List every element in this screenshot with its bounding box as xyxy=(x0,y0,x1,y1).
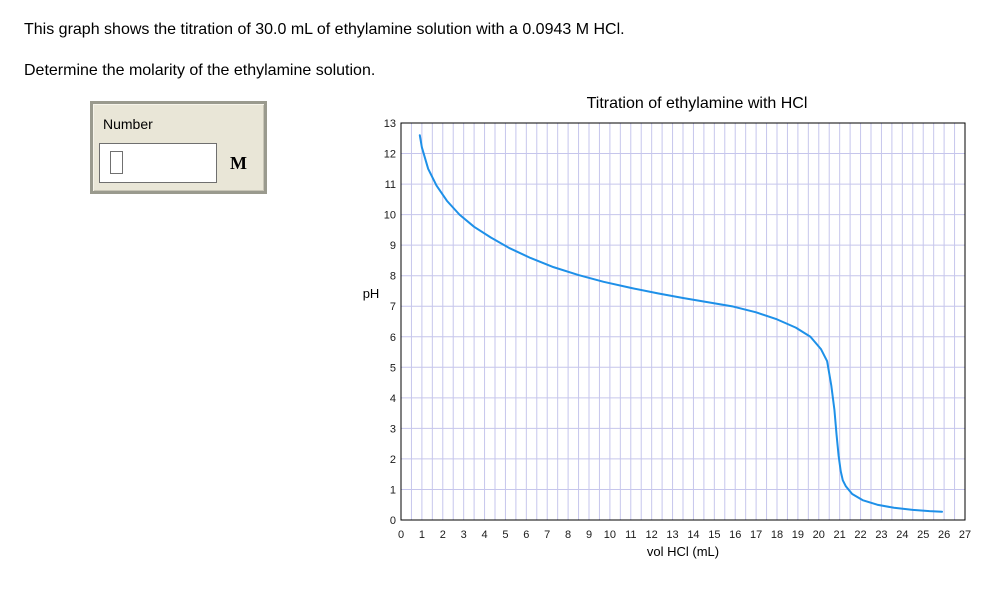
x-tick-label: 9 xyxy=(586,529,592,541)
x-tick-label: 1 xyxy=(419,529,425,541)
x-tick-label: 6 xyxy=(523,529,529,541)
y-tick-label: 12 xyxy=(384,149,396,161)
molarity-input[interactable] xyxy=(99,143,217,183)
y-tick-label: 9 xyxy=(390,240,396,252)
x-tick-label: 23 xyxy=(875,529,887,541)
plot-frame xyxy=(400,122,966,521)
question-text-line2: Determine the molarity of the ethylamine… xyxy=(24,62,376,79)
x-tick-label: 26 xyxy=(938,529,950,541)
y-tick-label: 3 xyxy=(390,423,396,435)
x-tick-label: 4 xyxy=(481,529,487,541)
x-axis-ticks: 0 1 2 3 4 5 6 7 8 9 10 11 12 13 14 15 16 17 18 19 20 21 22 23 24… xyxy=(398,529,971,541)
x-tick-label: 10 xyxy=(604,529,616,541)
answer-label: Number xyxy=(103,116,153,132)
x-tick-label: 15 xyxy=(708,529,720,541)
y-tick-label: 13 xyxy=(384,118,396,130)
x-tick-label: 11 xyxy=(625,529,636,541)
x-tick-label: 3 xyxy=(461,529,467,541)
chart-grid xyxy=(401,123,965,520)
x-tick-label: 5 xyxy=(502,529,508,541)
x-tick-label: 16 xyxy=(729,529,741,541)
y-tick-label: 4 xyxy=(390,393,396,405)
x-tick-label: 21 xyxy=(834,529,846,541)
titration-curve xyxy=(418,134,944,513)
question-text-line1: This graph shows the titration of 30.0 m… xyxy=(24,21,625,38)
x-tick-label: 17 xyxy=(750,529,762,541)
x-tick-label: 27 xyxy=(959,529,971,541)
y-axis-label: pH xyxy=(363,286,380,301)
x-tick-label: 8 xyxy=(565,529,571,541)
x-tick-label: 18 xyxy=(771,529,783,541)
x-tick-label: 14 xyxy=(687,529,699,541)
y-tick-label: 2 xyxy=(390,454,396,466)
text-cursor-box xyxy=(110,151,123,174)
x-tick-label: 20 xyxy=(813,529,825,541)
x-tick-label: 2 xyxy=(440,529,446,541)
unit-label: M xyxy=(230,153,247,173)
y-tick-label: 1 xyxy=(390,484,396,496)
answer-panel: Number M xyxy=(90,101,267,194)
x-tick-label: 13 xyxy=(666,529,678,541)
x-tick-label: 0 xyxy=(398,529,404,541)
y-tick-label: 5 xyxy=(390,362,396,374)
y-tick-label: 0 xyxy=(390,515,396,527)
x-tick-label: 19 xyxy=(792,529,804,541)
x-tick-label: 22 xyxy=(854,529,866,541)
x-tick-label: 25 xyxy=(917,529,929,541)
y-tick-label: 8 xyxy=(390,271,396,283)
chart-title: Titration of ethylamine with HCl xyxy=(587,95,808,112)
x-tick-label: 24 xyxy=(896,529,908,541)
x-tick-label: 12 xyxy=(646,529,658,541)
y-tick-label: 7 xyxy=(390,301,396,313)
y-tick-label: 11 xyxy=(385,179,396,191)
x-tick-label: 7 xyxy=(544,529,550,541)
y-tick-label: 10 xyxy=(384,210,396,222)
x-axis-label: vol HCl (mL) xyxy=(647,544,719,559)
y-tick-label: 6 xyxy=(390,332,396,344)
